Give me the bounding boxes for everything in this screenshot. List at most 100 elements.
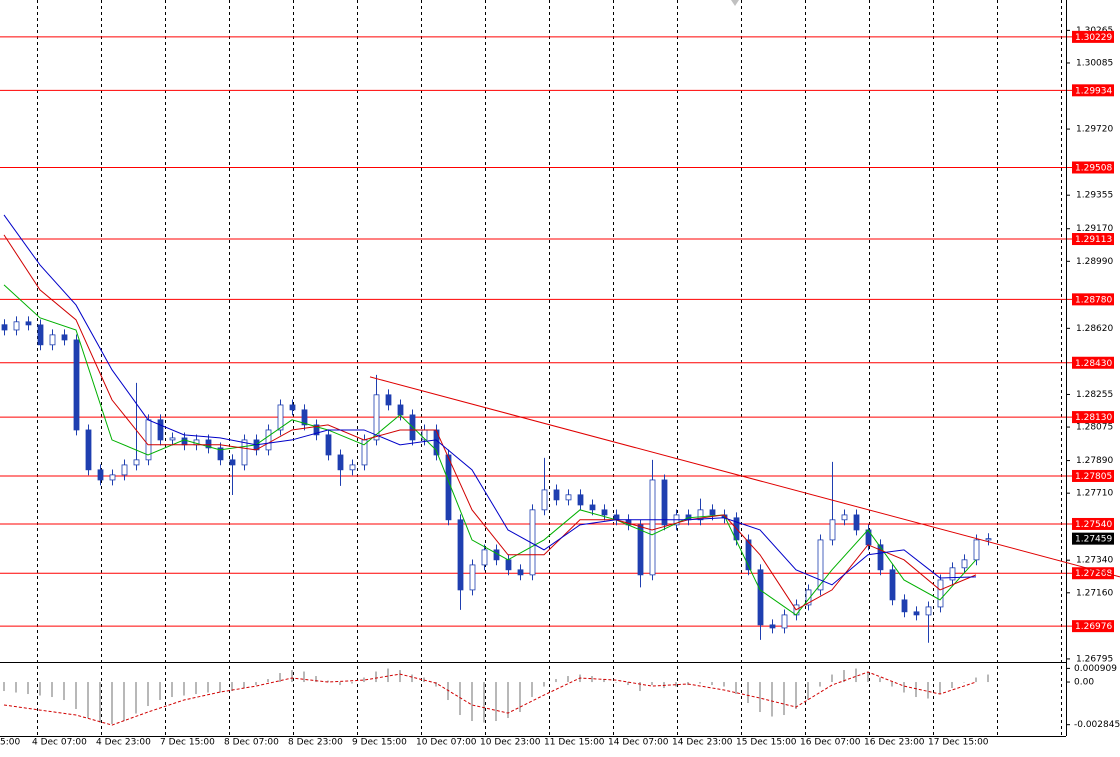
oscillator-bar	[435, 682, 437, 687]
oscillator-bar	[723, 682, 725, 687]
oscillator-bar	[795, 682, 797, 710]
x-tick-label: 9 Dec 15:00	[352, 738, 407, 748]
candle-body	[769, 624, 776, 629]
candle-body	[853, 514, 860, 531]
oscillator-bar	[399, 670, 401, 683]
candle-body	[229, 459, 236, 466]
candle-body	[49, 334, 56, 346]
oscillator-bar	[483, 682, 485, 723]
oscillator-bar	[267, 679, 269, 683]
oscillator-bar	[747, 682, 749, 704]
oscillator-bar	[315, 676, 317, 683]
candle-body	[373, 394, 380, 441]
candle-body	[961, 559, 968, 569]
trend-line	[369, 376, 1120, 578]
x-tick-label: 11 Dec 15:00	[544, 738, 605, 748]
level-label-bg	[1072, 30, 1114, 43]
y-tick-label: 1.29170	[1076, 224, 1113, 234]
oscillator-bar	[891, 682, 893, 687]
oscillator-bar	[711, 682, 713, 686]
candle-body	[877, 544, 884, 571]
y-tick-label: 1.27160	[1076, 588, 1113, 598]
candle-body	[457, 519, 464, 591]
oscillator	[3, 668, 989, 726]
oscillator-bar	[903, 682, 905, 693]
candle-body	[445, 454, 452, 521]
oscillator-bar	[351, 682, 353, 684]
candle-body	[277, 404, 284, 431]
candle-body	[385, 394, 392, 406]
y-tick-label: 1.27710	[1076, 489, 1113, 499]
oscillator-bar	[87, 682, 89, 719]
oscillator-bar	[639, 682, 641, 692]
candle-body	[13, 321, 20, 331]
candle-body	[25, 321, 32, 326]
candle-body	[973, 539, 980, 561]
oscillator-bar	[843, 670, 845, 683]
oscillator-bar	[159, 682, 161, 701]
candle-body	[913, 611, 920, 616]
moving-average	[3, 234, 977, 611]
y-tick-label: 1.28620	[1076, 324, 1113, 334]
x-tick-label: 15 Dec 15:00	[736, 738, 797, 748]
oscillator-bar	[651, 682, 653, 686]
candle-body	[565, 494, 572, 501]
candle-body	[517, 569, 524, 576]
oscillator-bar	[15, 682, 17, 693]
oscillator-bar	[771, 682, 773, 717]
oscillator-bar	[807, 682, 809, 701]
x-tick-label: 8 Dec 07:00	[224, 738, 279, 748]
oscillator-bar	[603, 679, 605, 683]
y-tick-label: 1.27340	[1076, 556, 1113, 566]
candle-body	[601, 509, 608, 516]
moving-average	[3, 284, 977, 616]
y-tick-label: 1.30085	[1076, 58, 1113, 68]
oscillator-bar	[27, 682, 29, 695]
oscillator-bar	[855, 668, 857, 683]
level-label: 1.29934	[1075, 86, 1112, 96]
candle-body	[337, 454, 344, 471]
candle-body	[925, 606, 932, 616]
candle-body	[325, 434, 332, 456]
x-tick-label: 16 Dec 23:00	[864, 738, 925, 748]
candle-body	[505, 559, 512, 571]
oscillator-bar	[339, 682, 341, 686]
level-label-bg	[1072, 293, 1114, 306]
oscillator-bar	[99, 682, 101, 723]
oscillator-bar	[759, 682, 761, 713]
oscillator-bar	[675, 682, 677, 687]
level-label-bg	[1072, 356, 1114, 369]
oscillator-bar	[327, 680, 329, 683]
candle-body	[985, 538, 992, 541]
candle-body	[649, 479, 656, 576]
x-tick-label: 16 Dec 07:00	[800, 738, 861, 748]
oscillator-bar	[195, 682, 197, 695]
candle-body	[241, 439, 248, 466]
y-tick-label: 1.27890	[1076, 456, 1113, 466]
oscillator-bar	[975, 677, 977, 683]
oscillator-bar	[147, 682, 149, 707]
x-tick-label: 10 Dec 23:00	[480, 738, 541, 748]
oscillator-bar	[219, 682, 221, 693]
price-label: 1.27459	[1075, 535, 1112, 545]
oscillator-bar	[867, 671, 869, 683]
candle-body	[697, 509, 704, 521]
oscillator-bar	[699, 682, 701, 684]
osc-tick-label: -0.002845	[1074, 720, 1120, 730]
candle-body	[469, 564, 476, 591]
candle-body	[709, 509, 716, 516]
candle-body	[217, 447, 224, 461]
level-label-bg	[1072, 161, 1114, 174]
oscillator-bar	[735, 682, 737, 695]
level-label: 1.27540	[1075, 520, 1112, 530]
candle-body	[181, 437, 188, 446]
level-label: 1.29113	[1075, 235, 1112, 245]
oscillator-bar	[303, 671, 305, 683]
x-tick-label: 4 Dec 07:00	[32, 738, 87, 748]
oscillator-bar	[963, 682, 965, 683]
candle-body	[781, 614, 788, 629]
oscillator-bar	[207, 682, 209, 693]
price-label-bg	[1072, 532, 1114, 545]
level-label-bg	[1072, 517, 1114, 530]
oscillator-bar	[831, 674, 833, 683]
